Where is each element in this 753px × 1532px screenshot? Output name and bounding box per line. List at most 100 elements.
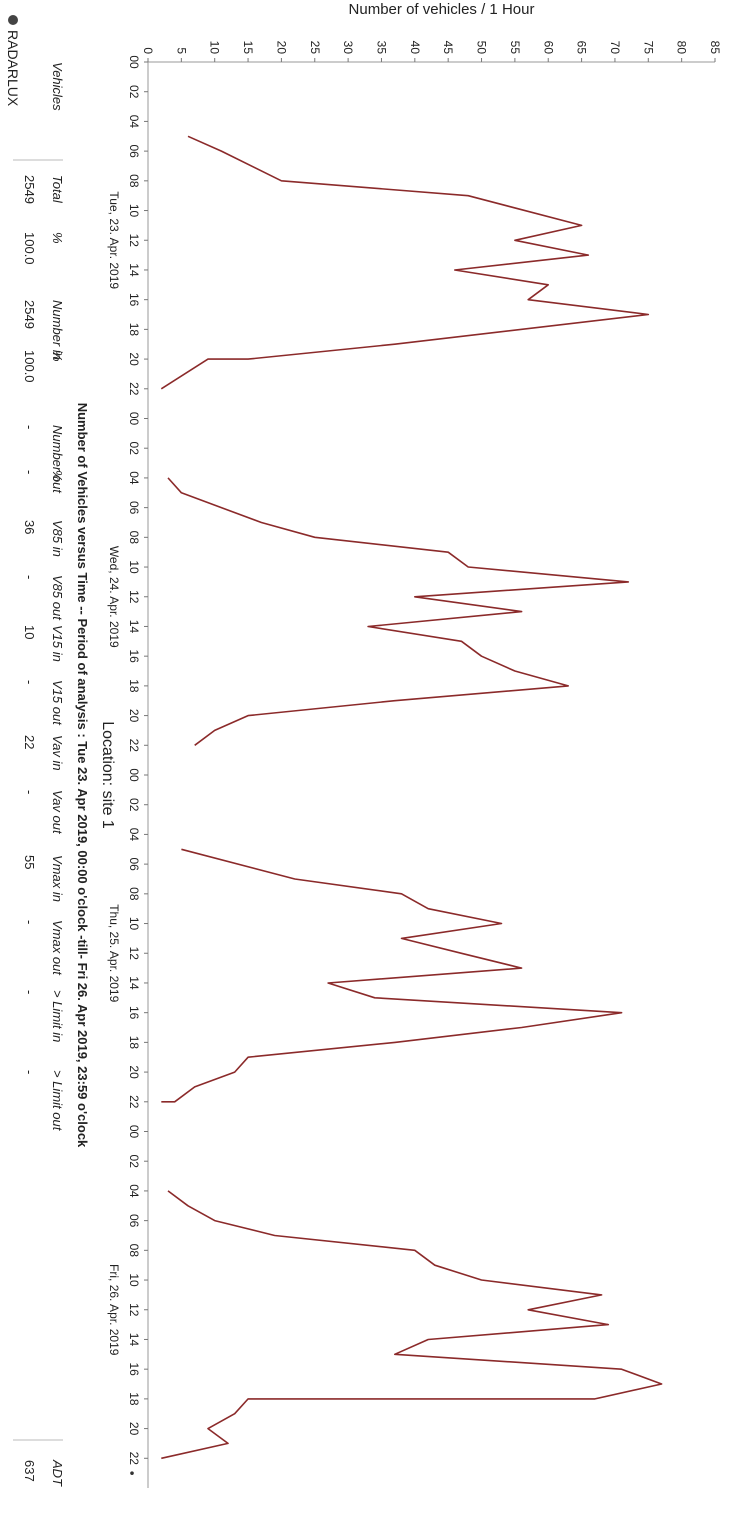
y-tick-label: 70 <box>608 41 622 55</box>
y-tick-label: 55 <box>508 41 522 55</box>
table-value-cell: 2549 <box>22 300 37 329</box>
table-value-cell: - <box>22 1070 37 1074</box>
day-label: Wed, 24. Apr. 2019 <box>107 546 121 648</box>
table-value-cell: 100.0 <box>22 232 37 265</box>
x-tick-label: 10 <box>127 560 141 574</box>
series-line <box>160 135 650 390</box>
summary-table: Vehicles Total 2549% 100.0 Number in 2549% 100… <box>13 62 65 1487</box>
x-tick-label: 04 <box>127 1184 141 1198</box>
radarlux-logo: RADARLUX <box>5 15 21 107</box>
y-tick-label: 0 <box>141 47 155 54</box>
x-tick-label: 10 <box>127 204 141 218</box>
table-header-cell: Total <box>50 175 65 204</box>
y-tick-label: 35 <box>374 41 388 55</box>
x-tick-label: 06 <box>127 501 141 515</box>
x-tick-label: 18 <box>127 1392 141 1406</box>
y-tick-label: 25 <box>308 41 322 55</box>
table-header-cell: Number in <box>50 300 65 360</box>
x-tick-label: 12 <box>127 947 141 961</box>
x-tick-label: 10 <box>127 917 141 931</box>
y-tick-label: 60 <box>541 41 555 55</box>
y-tick-label: 75 <box>641 41 655 55</box>
table-header-cell: > Limit in <box>50 990 65 1042</box>
x-tick-label: 00 <box>127 412 141 426</box>
table-header-cell: ADT <box>50 1459 65 1487</box>
table-value-cell: - <box>22 680 37 684</box>
x-tick-label: 14 <box>127 976 141 990</box>
y-axis: 0 5 10 15 20 25 30 35 40 45 50 55 60 65 70 75 80 85 <box>141 41 722 62</box>
table-value-cell: 10 <box>22 625 37 639</box>
x-tick-label: 08 <box>127 1244 141 1258</box>
x-tick-label: 02 <box>127 798 141 812</box>
series-line <box>167 477 630 746</box>
y-tick-label: 30 <box>341 41 355 55</box>
chart-title: Number of Vehicles versus Time -- Period… <box>75 403 90 1148</box>
x-tick-label: 00 <box>127 1125 141 1139</box>
plot-area <box>147 61 715 1488</box>
table-value-cell: - <box>22 470 37 474</box>
x-tick-label: 08 <box>127 531 141 545</box>
y-tick-label: 65 <box>575 41 589 55</box>
table-header-cell: V15 in <box>50 625 65 662</box>
y-tick-label: 80 <box>675 41 689 55</box>
table-header-cell: Vav in <box>50 735 65 771</box>
table-value-cell: - <box>22 990 37 994</box>
y-tick-label: 85 <box>708 41 722 55</box>
x-tick-label: 06 <box>127 1214 141 1228</box>
table-header-cell: V85 out <box>50 575 65 621</box>
chart-subtitle: Location: site 1 <box>99 721 116 829</box>
table-value-cell: 2549 <box>22 175 37 204</box>
table-value-cell: - <box>22 425 37 429</box>
x-tick-label: 18 <box>127 1036 141 1050</box>
table-header-cell: Vmax in <box>50 855 65 902</box>
x-tick-label: 08 <box>127 174 141 188</box>
x-tick-label: 06 <box>127 857 141 871</box>
x-tick-label: 18 <box>127 679 141 693</box>
y-axis-label: Number of vehicles / 1 Hour <box>349 1 535 18</box>
x-tick-label: 04 <box>127 115 141 129</box>
x-tick-label: 02 <box>127 1155 141 1169</box>
series-line <box>161 1190 663 1460</box>
y-tick-label: 50 <box>475 41 489 55</box>
data-point <box>130 1471 134 1475</box>
table-header-cell: % <box>50 470 65 482</box>
x-tick-label: 14 <box>127 1333 141 1347</box>
table-value-cell: 22 <box>22 735 37 749</box>
x-tick-label: 22 <box>127 739 141 753</box>
table-value-cell: 55 <box>22 855 37 869</box>
day-label: Fri, 26. Apr. 2019 <box>107 1264 121 1356</box>
x-tick-label: 06 <box>127 144 141 158</box>
table-value-cell: 637 <box>22 1460 37 1482</box>
table-header-cell: Vav out <box>50 790 65 835</box>
day-label: Thu, 25. Apr. 2019 <box>107 904 121 1002</box>
table-header-cell: V85 in <box>50 520 65 557</box>
x-tick-label: 14 <box>127 263 141 277</box>
day-label: Tue, 23. Apr. 2019 <box>107 191 121 289</box>
x-tick-label: 22 <box>127 1095 141 1109</box>
x-tick-label: 20 <box>127 1065 141 1079</box>
x-tick-label: 22 <box>127 382 141 396</box>
x-tick-label: 16 <box>127 649 141 663</box>
series-line <box>161 848 623 1103</box>
x-tick-label: 16 <box>127 1006 141 1020</box>
y-tick-label: 10 <box>208 41 222 55</box>
x-tick-label: 04 <box>127 471 141 485</box>
y-tick-label: 40 <box>408 41 422 55</box>
x-tick-label: 10 <box>127 1273 141 1287</box>
x-axis: 00 02 04 06 08 10 12 14 16 18 20 22 Tue, 23. Apr. 20… <box>107 55 148 1465</box>
table-header-cell: > Limit out <box>50 1070 65 1132</box>
y-tick-label: 20 <box>274 41 288 55</box>
x-tick-label: 00 <box>127 55 141 69</box>
x-tick-label: 02 <box>127 85 141 99</box>
y-tick-label: 15 <box>241 41 255 55</box>
table-header-cell: % <box>50 232 65 244</box>
x-tick-label: 12 <box>127 234 141 248</box>
table-header-cell: Vmax out <box>50 920 65 976</box>
x-tick-label: 20 <box>127 352 141 366</box>
table-value-cell: - <box>22 790 37 794</box>
table-header-cell: Number out <box>50 425 65 494</box>
x-tick-label: 22 <box>127 1452 141 1466</box>
y-tick-label: 45 <box>441 41 455 55</box>
x-tick-label: 16 <box>127 1362 141 1376</box>
logo-text: RADARLUX <box>5 30 21 107</box>
